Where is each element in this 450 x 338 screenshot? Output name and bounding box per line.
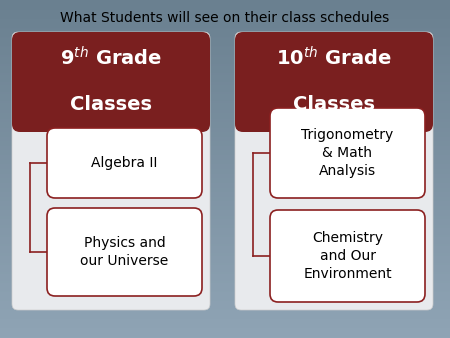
Text: Physics and
our Universe: Physics and our Universe xyxy=(81,236,169,268)
FancyBboxPatch shape xyxy=(270,210,425,302)
FancyBboxPatch shape xyxy=(47,208,202,296)
Text: Chemistry
and Our
Environment: Chemistry and Our Environment xyxy=(303,231,392,282)
Text: 10$^{th}$ Grade

Classes: 10$^{th}$ Grade Classes xyxy=(276,46,392,114)
FancyBboxPatch shape xyxy=(235,32,433,310)
Text: Trigonometry
& Math
Analysis: Trigonometry & Math Analysis xyxy=(302,128,394,178)
FancyBboxPatch shape xyxy=(47,128,202,198)
FancyBboxPatch shape xyxy=(12,32,210,132)
Text: What Students will see on their class schedules: What Students will see on their class sc… xyxy=(60,11,390,25)
Text: Algebra II: Algebra II xyxy=(91,156,158,170)
Text: 9$^{th}$ Grade

Classes: 9$^{th}$ Grade Classes xyxy=(60,46,162,114)
FancyBboxPatch shape xyxy=(235,32,433,132)
FancyBboxPatch shape xyxy=(12,32,210,310)
FancyBboxPatch shape xyxy=(270,108,425,198)
